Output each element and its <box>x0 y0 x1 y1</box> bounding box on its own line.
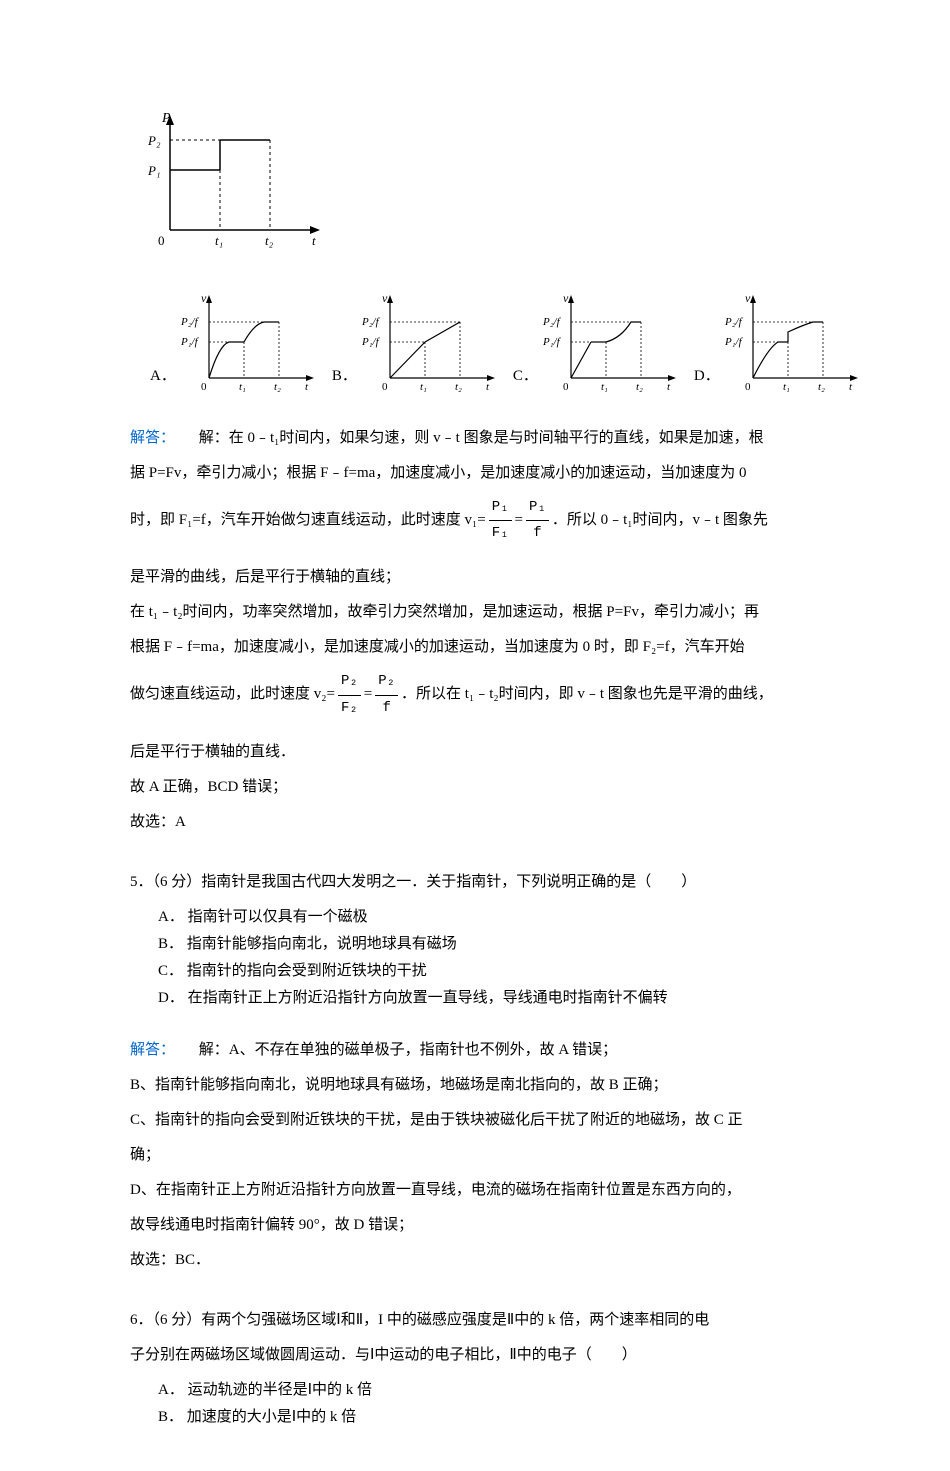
svg-text:t₂: t₂ <box>274 381 281 393</box>
q6-num: 6．（6 分） <box>130 1312 201 1328</box>
svg-text:t: t <box>486 381 490 393</box>
sol1-line9: 故 A 正确，BCD 错误； <box>130 774 820 801</box>
sol5-line2: B、指南针能够指向南北，说明地球具有磁场，地磁场是南北指向的，故 B 正确； <box>130 1072 820 1099</box>
q5-opta: A． 指南针可以仅具有一个磁极 <box>130 904 820 931</box>
svg-text:P₁/f: P₁/f <box>361 336 381 348</box>
svg-text:0: 0 <box>563 381 569 393</box>
main-chart: P P₂ P₁ 0 t₁ t₂ t <box>140 110 820 270</box>
svg-text:t₂: t₂ <box>636 381 643 393</box>
svg-text:t₂: t₂ <box>455 381 462 393</box>
pt-chart-svg: P P₂ P₁ 0 t₁ t₂ t <box>140 110 340 260</box>
svg-text:P₁/f: P₁/f <box>724 336 744 348</box>
svg-text:P₂/f: P₂/f <box>180 316 200 328</box>
svg-text:P: P <box>161 111 171 126</box>
svg-text:t₂: t₂ <box>818 381 825 393</box>
svg-text:0: 0 <box>745 381 751 393</box>
svg-text:P₂/f: P₂/f <box>542 316 562 328</box>
q5-optb: B． 指南针能够指向南北，说明地球具有磁场 <box>130 931 820 958</box>
q6-text2: 子分别在两磁场区域做圆周运动．与Ⅰ中运动的电子相比，Ⅱ中的电子（ ） <box>130 1342 820 1369</box>
frac2: P₁f <box>526 495 549 546</box>
sol1-line3-wrap: 时，即 F₁=f，汽车开始做匀速直线运动，此时速度 v₁=P₁F₁=P₁f．所以… <box>130 495 820 546</box>
frac3: P₂F₂ <box>338 669 361 720</box>
option-c-chart: v P₂/f P₁/f 0 t₁ t₂ t <box>541 290 686 395</box>
svg-text:P₁/f: P₁/f <box>542 336 562 348</box>
sol1-line6: 根据 F﹣f=ma，加速度减小，是加速度减小的加速运动，当加速度为 0 时，即 … <box>130 634 820 661</box>
svg-text:t: t <box>667 381 671 393</box>
option-d: D． v P₂/f P₁/f 0 t₁ t₂ t <box>694 290 868 395</box>
option-b-label: B． <box>332 363 357 390</box>
sol1-line5: 在 t₁﹣t₂时间内，功率突然增加，故牵引力突然增加，是加速运动，根据 P=Fv… <box>130 599 820 626</box>
sol1-line3-prefix: 时，即 F₁=f，汽车开始做匀速直线运动，此时速度 v₁= <box>130 512 486 528</box>
solution1-block: 解答： 解：在 0﹣t₁时间内，如果匀速，则 v﹣t 图象是与时间轴平行的直线，… <box>130 425 820 452</box>
svg-text:t: t <box>312 233 316 248</box>
sol1-line2: 据 P=Fv，牵引力减小；根据 F﹣f=ma，加速度减小，是加速度减小的加速运动… <box>130 460 820 487</box>
option-d-label: D． <box>694 363 720 390</box>
sol5-line4: D、在指南针正上方附近沿指针方向放置一直导线，电流的磁场在指南针位置是东西方向的… <box>130 1177 820 1204</box>
svg-text:0: 0 <box>382 381 388 393</box>
svg-text:P₁: P₁ <box>147 163 160 178</box>
svg-text:t₁: t₁ <box>420 381 427 393</box>
svg-text:t₁: t₁ <box>783 381 790 393</box>
solution5-block: 解答： 解：A、不存在单独的磁单极子，指南针也不例外，故 A 错误； <box>130 1037 820 1064</box>
sol1-line8: 后是平行于横轴的直线． <box>130 739 820 766</box>
option-c: C． v P₂/f P₁/f 0 t₁ t₂ t <box>513 290 686 395</box>
svg-text:0: 0 <box>158 233 165 248</box>
sol5-line3b: 确； <box>130 1142 820 1169</box>
svg-text:v: v <box>563 291 569 305</box>
sol1-line1: 解：在 0﹣t₁时间内，如果匀速，则 v﹣t 图象是与时间轴平行的直线，如果是加… <box>199 430 764 446</box>
sol5-line3: C、指南针的指向会受到附近铁块的干扰，是由于铁块被磁化后干扰了附近的地磁场，故 … <box>130 1107 820 1134</box>
option-charts-row: A． v P₂/f P₁/f 0 t₁ t₂ t B． <box>150 290 820 395</box>
option-d-chart: v P₂/f P₁/f 0 t₁ t₂ t <box>723 290 868 395</box>
option-b: B． v P₂/f P₁/f 0 t₁ t₂ t <box>332 290 505 395</box>
question6: 6．（6 分）有两个匀强磁场区域Ⅰ和Ⅱ，I 中的磁感应强度是Ⅱ中的 k 倍，两个… <box>130 1307 820 1334</box>
option-a: A． v P₂/f P₁/f 0 t₁ t₂ t <box>150 290 324 395</box>
sol1-line10: 故选：A <box>130 809 820 836</box>
frac1: P₁F₁ <box>489 495 512 546</box>
option-b-chart: v P₂/f P₁/f 0 t₁ t₂ t <box>360 290 505 395</box>
q6-text: 有两个匀强磁场区域Ⅰ和Ⅱ，I 中的磁感应强度是Ⅱ中的 k 倍，两个速率相同的电 <box>201 1312 709 1328</box>
svg-text:t₁: t₁ <box>215 233 223 248</box>
sol1-line4: 是平滑的曲线，后是平行于横轴的直线； <box>130 564 820 591</box>
q5-optc: C． 指南针的指向会受到附近铁块的干扰 <box>130 958 820 985</box>
svg-text:P₂/f: P₂/f <box>724 316 744 328</box>
sol1-line7-wrap: 做匀速直线运动，此时速度 v₂=P₂F₂=P₂f．所以在 t₁﹣t₂时间内，即 … <box>130 669 820 720</box>
svg-text:P₁/f: P₁/f <box>180 336 200 348</box>
svg-text:v: v <box>382 291 388 305</box>
svg-text:t₂: t₂ <box>265 233 274 248</box>
q5-num: 5．（6 分） <box>130 874 201 890</box>
svg-text:t₁: t₁ <box>239 381 246 393</box>
answer-label-5: 解答： <box>130 1042 175 1058</box>
option-a-label: A． <box>150 363 176 390</box>
q5-text: 指南针是我国古代四大发明之一．关于指南针，下列说明正确的是（ ） <box>201 874 696 890</box>
svg-text:v: v <box>201 291 207 305</box>
frac4: P₂f <box>375 669 398 720</box>
q5-optd: D． 在指南针正上方附近沿指针方向放置一直导线，导线通电时指南针不偏转 <box>130 985 820 1012</box>
sol5-line4b: 故导线通电时指南针偏转 90°，故 D 错误； <box>130 1212 820 1239</box>
q6-opta: A． 运动轨迹的半径是Ⅰ中的 k 倍 <box>130 1377 820 1404</box>
sol5-line1: 解：A、不存在单独的磁单极子，指南针也不例外，故 A 错误； <box>199 1042 617 1058</box>
option-c-label: C． <box>513 363 538 390</box>
svg-text:P₂: P₂ <box>147 133 161 148</box>
sol1-line7-suffix: ．所以在 t₁﹣t₂时间内，即 v﹣t 图象也先是平滑的曲线， <box>401 687 773 703</box>
svg-text:t₁: t₁ <box>601 381 608 393</box>
answer-label-1: 解答： <box>130 430 175 446</box>
sol1-line7-prefix: 做匀速直线运动，此时速度 v₂= <box>130 687 335 703</box>
svg-text:0: 0 <box>201 381 207 393</box>
svg-text:t: t <box>849 381 853 393</box>
sol1-line3-suffix: ．所以 0﹣t₁时间内，v﹣t 图象先 <box>552 512 768 528</box>
svg-text:t: t <box>305 381 309 393</box>
option-a-chart: v P₂/f P₁/f 0 t₁ t₂ t <box>179 290 324 395</box>
svg-text:P₂/f: P₂/f <box>361 316 381 328</box>
sol5-line5: 故选：BC． <box>130 1247 820 1274</box>
question5: 5．（6 分）指南针是我国古代四大发明之一．关于指南针，下列说明正确的是（ ） <box>130 869 820 896</box>
q6-optb: B． 加速度的大小是Ⅰ中的 k 倍 <box>130 1404 820 1431</box>
svg-text:v: v <box>745 291 751 305</box>
